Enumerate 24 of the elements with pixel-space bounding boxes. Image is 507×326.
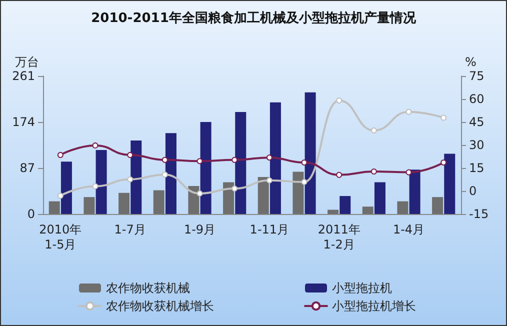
legend-label: 小型拖拉机 (332, 281, 392, 295)
legend-label: 农作物收获机械增长 (106, 299, 214, 313)
y2-tick-label: 0 (469, 184, 477, 198)
x-tick-label: 1-9月 (184, 222, 216, 236)
y2-tick-label: 45 (469, 115, 484, 129)
y-tick-label: 261 (12, 69, 35, 83)
y-tick-label: 174 (12, 115, 35, 129)
y2-tick-label: 15 (469, 161, 484, 175)
y2-axis-title: % (465, 55, 476, 69)
y-axis-title: 万台 (15, 55, 39, 69)
y2-tick-label: -15 (469, 207, 489, 221)
x-tick-label: 1-7月 (114, 222, 146, 236)
x-tick-label: 1-11月 (250, 222, 290, 236)
y2-tick-label: 75 (469, 69, 484, 83)
y-tick-label: 0 (27, 207, 35, 221)
x-tick-label: 2010年 1-5月 (39, 222, 82, 252)
x-tick-label: 1-4月 (392, 222, 425, 236)
legend-label: 农作物收获机械 (106, 281, 190, 295)
x-tick-label: 2011年 1-2月 (318, 222, 360, 252)
chart-title: 2010-2011年全国粮食加工机械及小型拖拉机产量情况 (91, 10, 417, 26)
y-tick-label: 87 (20, 161, 35, 175)
y2-tick-label: 30 (469, 138, 484, 152)
legend-label: 小型拖拉机增长 (332, 299, 416, 313)
y2-tick-label: 60 (469, 92, 484, 106)
